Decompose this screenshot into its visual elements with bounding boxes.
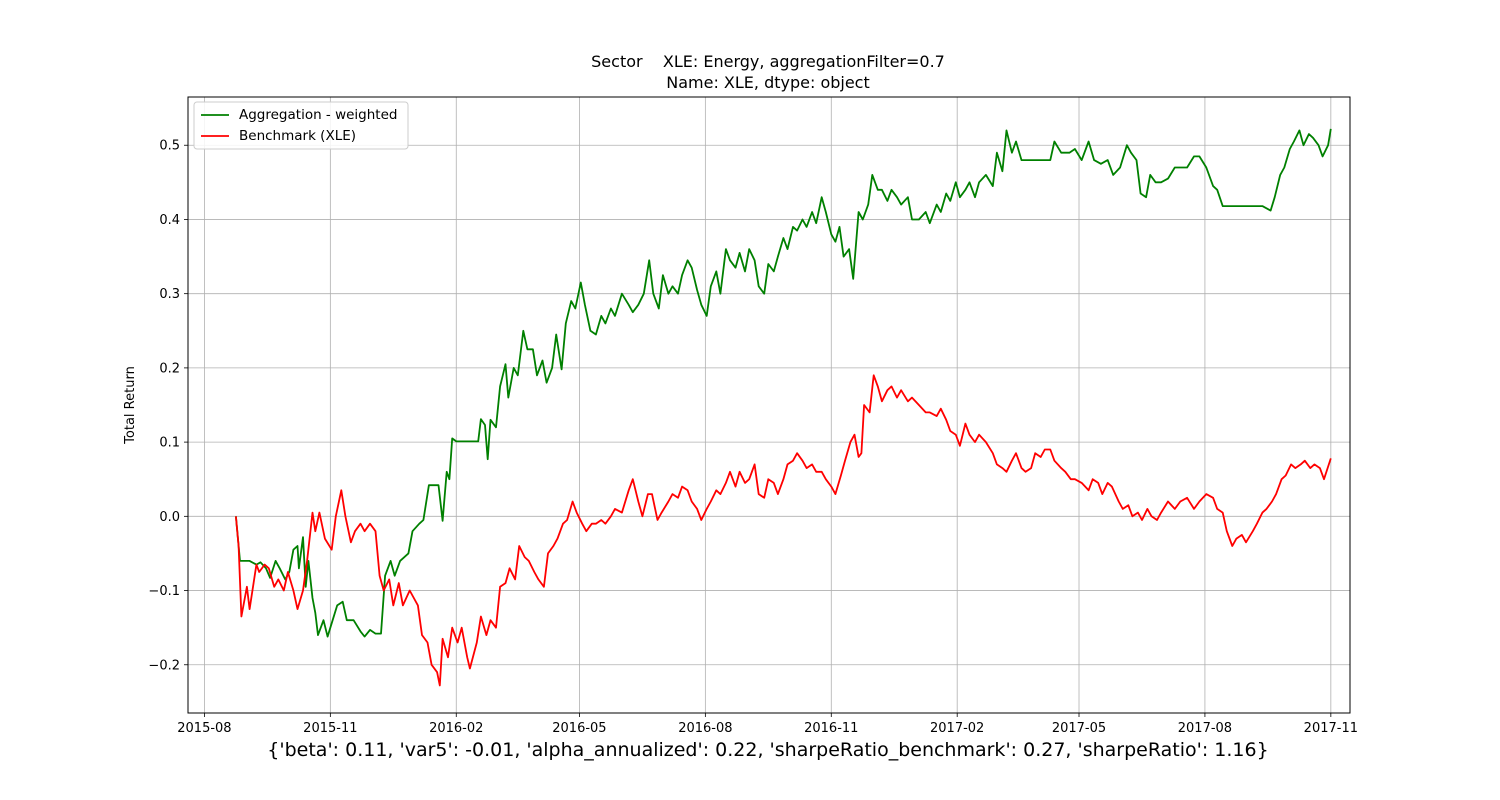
legend-label-benchmark: Benchmark (XLE) xyxy=(239,128,356,144)
y-tick-label: −0.2 xyxy=(148,658,180,673)
chart-title-line-1: Sector XLE: Energy, aggregationFilter=0.… xyxy=(591,52,945,71)
chart-title-line-2: Name: XLE, dtype: object xyxy=(666,73,870,92)
series-line-aggregation xyxy=(235,128,1332,638)
y-tick-label: 0.0 xyxy=(159,510,180,525)
y-axis-label: Total Return xyxy=(123,366,138,445)
x-axis: 2015-08 2015-11 2016-02 2016-05 2016-08 2016-… xyxy=(177,713,1358,736)
legend-label-aggregation: Aggregation - weighted xyxy=(239,107,397,123)
y-tick-label: 0.1 xyxy=(159,436,180,451)
x-tick-label: 2016-08 xyxy=(678,721,732,736)
y-tick-label: 0.3 xyxy=(159,287,180,302)
y-tick-label: 0.4 xyxy=(159,213,180,228)
x-tick-label: 2016-05 xyxy=(552,721,606,736)
y-tick-label: 0.5 xyxy=(159,139,180,154)
plot-frame xyxy=(187,96,1351,714)
legend-box xyxy=(193,101,409,150)
x-tick-label: 2017-05 xyxy=(1052,721,1106,736)
x-tick-label: 2017-08 xyxy=(1178,721,1232,736)
x-tick-label: 2016-02 xyxy=(429,721,483,736)
y-tick-label: 0.2 xyxy=(159,361,180,376)
x-tick-label: 2015-11 xyxy=(303,721,357,736)
legend: Aggregation - weighted Benchmark (XLE) xyxy=(193,101,409,150)
series-layer xyxy=(235,128,1332,687)
series-line-benchmark xyxy=(235,374,1332,687)
x-tick-label: 2017-02 xyxy=(930,721,984,736)
grid xyxy=(188,97,1350,713)
y-tick-label: −0.1 xyxy=(148,584,180,599)
x-tick-label: 2015-08 xyxy=(177,721,231,736)
y-axis: −0.2 −0.1 0.0 0.1 0.2 0.3 0.4 0.5 xyxy=(148,139,188,673)
x-tick-label: 2016-11 xyxy=(804,721,858,736)
x-tick-label: 2017-11 xyxy=(1304,721,1358,736)
metrics-footer: {'beta': 0.11, 'var5': -0.01, 'alpha_ann… xyxy=(267,739,1268,761)
